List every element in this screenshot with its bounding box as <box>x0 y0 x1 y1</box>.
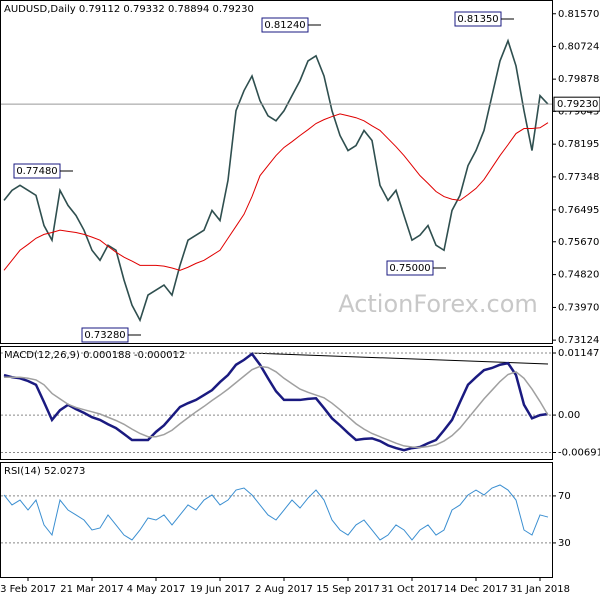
y-tick-label: 0.74820 <box>558 270 599 281</box>
x-tick-label: 3 Feb 2017 <box>0 584 56 595</box>
series-line <box>3 38 549 323</box>
y-tick-label: 0.81570 <box>558 9 599 20</box>
y-tick-label: 0.73970 <box>558 302 599 313</box>
y-tick-label: 0.75670 <box>558 237 599 248</box>
x-tick-label: 2 Aug 2017 <box>255 584 313 595</box>
y-tick-label: 0.00 <box>558 410 580 421</box>
annotation: 0.81350 <box>457 14 498 25</box>
annotation: 0.81240 <box>264 20 305 31</box>
y-tick-label: 0.79045 <box>558 106 599 117</box>
price-panel <box>0 0 553 344</box>
x-tick-label: 31 Jan 2018 <box>510 584 570 595</box>
x-tick-label: 4 May 2017 <box>127 584 186 595</box>
y-tick-label: 30 <box>558 538 571 549</box>
x-tick-label: 15 Sep 2017 <box>316 584 379 595</box>
series-line <box>3 352 549 452</box>
series-line <box>4 365 549 449</box>
y-tick-label: 0.79878 <box>558 74 599 85</box>
panel-title: AUDUSD,Daily 0.79112 0.79332 0.78894 0.7… <box>4 4 254 15</box>
y-tick-label: 0.73124 <box>558 335 599 346</box>
y-tick-label: 70 <box>558 491 571 502</box>
trend-line <box>251 352 549 365</box>
y-tick-label: 0.78195 <box>558 139 599 150</box>
rsi-panel <box>0 462 553 578</box>
y-tick-label: 0.011471 <box>558 348 600 359</box>
y-tick-label: -0.006913 <box>558 447 600 458</box>
y-tick-label: 0.76495 <box>558 205 599 216</box>
x-tick-label: 14 Dec 2017 <box>444 584 508 595</box>
last-price-box <box>553 96 600 112</box>
series-line <box>3 484 549 541</box>
macd-panel <box>0 346 553 460</box>
x-tick-label: 19 Jun 2017 <box>190 584 250 595</box>
panel-title: RSI(14) 52.0273 <box>4 466 85 477</box>
annotation: 0.73280 <box>84 330 125 341</box>
panel-title: MACD(12,26,9) 0.000188 -0.000012 <box>4 350 185 361</box>
x-tick-label: 21 Mar 2017 <box>60 584 123 595</box>
y-tick-label: 0.77348 <box>558 172 599 183</box>
watermark: ActionForex.com <box>338 290 538 318</box>
annotation: 0.77480 <box>16 166 57 177</box>
last-price-label: 0.79230 <box>557 99 598 110</box>
series-line <box>3 113 549 271</box>
annotation: 0.75000 <box>389 263 430 274</box>
y-tick-label: 0.80724 <box>558 41 599 52</box>
x-tick-label: 31 Oct 2017 <box>381 584 443 595</box>
